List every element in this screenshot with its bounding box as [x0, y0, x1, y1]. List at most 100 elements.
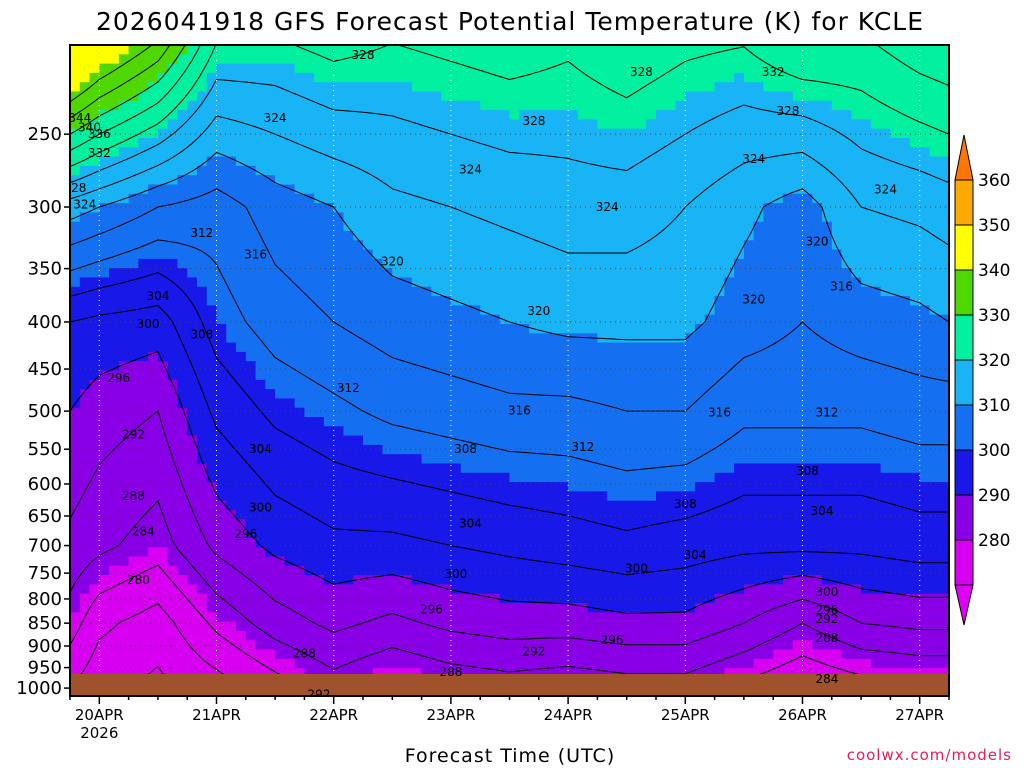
theta-cell: [226, 510, 237, 520]
theta-cell: [187, 417, 198, 427]
theta-cell: [665, 472, 677, 483]
theta-cell: [841, 277, 852, 288]
theta-cell: [529, 444, 540, 455]
theta-cell: [89, 110, 100, 120]
theta-cell: [558, 519, 569, 530]
theta-cell: [568, 45, 579, 55]
theta-cell: [245, 100, 257, 111]
theta-cell: [304, 351, 315, 362]
theta-cell: [343, 398, 354, 409]
theta-cell: [685, 175, 696, 186]
theta-cell: [636, 91, 647, 102]
theta-cell: [861, 249, 872, 260]
theta-cell: [402, 268, 413, 279]
theta-cell: [89, 463, 100, 474]
theta-cell: [450, 324, 462, 334]
theta-cell: [236, 175, 247, 186]
theta-cell: [255, 361, 266, 372]
theta-cell: [148, 510, 159, 520]
theta-cell: [284, 351, 296, 362]
theta-cell: [157, 314, 169, 325]
theta-cell: [587, 351, 598, 362]
theta-cell: [509, 277, 520, 288]
theta-cell: [597, 231, 608, 241]
theta-cell: [157, 351, 169, 362]
theta-cell: [763, 389, 774, 399]
theta-cell: [616, 54, 628, 65]
theta-cell: [128, 537, 139, 548]
theta-cell: [890, 510, 901, 520]
theta-cell: [304, 119, 315, 130]
theta-cell: [909, 547, 921, 558]
theta-cell: [792, 203, 804, 213]
theta-cell: [519, 128, 530, 139]
theta-cell: [704, 454, 716, 465]
theta-cell: [636, 510, 647, 520]
theta-cell: [499, 45, 511, 55]
theta-cell: [255, 389, 266, 399]
theta-cell: [812, 212, 823, 223]
theta-cell: [499, 472, 511, 483]
theta-cell: [245, 165, 257, 176]
theta-cell: [685, 277, 696, 288]
theta-cell: [782, 231, 794, 241]
theta-cell: [880, 333, 891, 344]
theta-cell: [450, 537, 462, 548]
theta-cell: [519, 175, 530, 186]
theta-cell: [382, 138, 393, 148]
theta-cell: [675, 221, 686, 232]
theta-cell: [431, 175, 442, 186]
theta-cell: [206, 63, 218, 74]
theta-cell: [792, 482, 804, 492]
theta-cell: [870, 324, 882, 334]
theta-cell: [763, 110, 774, 120]
theta-cell: [714, 54, 725, 65]
theta-cell: [196, 296, 208, 306]
theta-cell: [177, 426, 188, 437]
theta-cell: [792, 156, 804, 167]
theta-cell: [704, 258, 716, 269]
theta-cell: [890, 305, 901, 316]
theta-cell: [685, 231, 696, 241]
theta-cell: [646, 212, 657, 223]
theta-cell: [275, 240, 286, 251]
theta-cell: [597, 54, 608, 65]
theta-cell: [656, 203, 667, 213]
theta-cell: [441, 472, 452, 483]
theta-cell: [392, 510, 403, 520]
theta-cell: [548, 138, 559, 148]
theta-cell: [255, 286, 266, 297]
theta-cell: [216, 398, 227, 409]
theta-cell: [597, 63, 608, 74]
theta-cell: [587, 212, 598, 223]
theta-cell: [597, 193, 608, 204]
theta-cell: [314, 128, 325, 139]
theta-cell: [529, 454, 540, 465]
theta-cell: [831, 156, 843, 167]
theta-cell: [558, 110, 569, 120]
theta-cell: [656, 193, 667, 204]
theta-cell: [167, 286, 179, 297]
theta-cell: [597, 296, 608, 306]
theta-cell: [577, 147, 589, 158]
theta-cell: [685, 100, 696, 111]
theta-cell: [519, 45, 530, 55]
theta-cell: [880, 203, 891, 213]
theta-cell: [470, 463, 481, 474]
theta-cell: [382, 305, 393, 316]
theta-cell: [753, 128, 765, 139]
theta-cell: [763, 351, 774, 362]
theta-cell: [548, 407, 559, 418]
theta-cell: [431, 537, 442, 548]
theta-cell: [743, 547, 755, 558]
theta-cell: [880, 519, 891, 530]
theta-cell: [812, 54, 823, 65]
theta-cell: [177, 444, 188, 455]
theta-cell: [695, 91, 706, 102]
theta-cell: [890, 333, 901, 344]
theta-cell: [870, 537, 882, 548]
theta-cell: [675, 268, 686, 279]
theta-cell: [216, 389, 227, 399]
theta-cell: [763, 296, 774, 306]
theta-cell: [734, 231, 745, 241]
